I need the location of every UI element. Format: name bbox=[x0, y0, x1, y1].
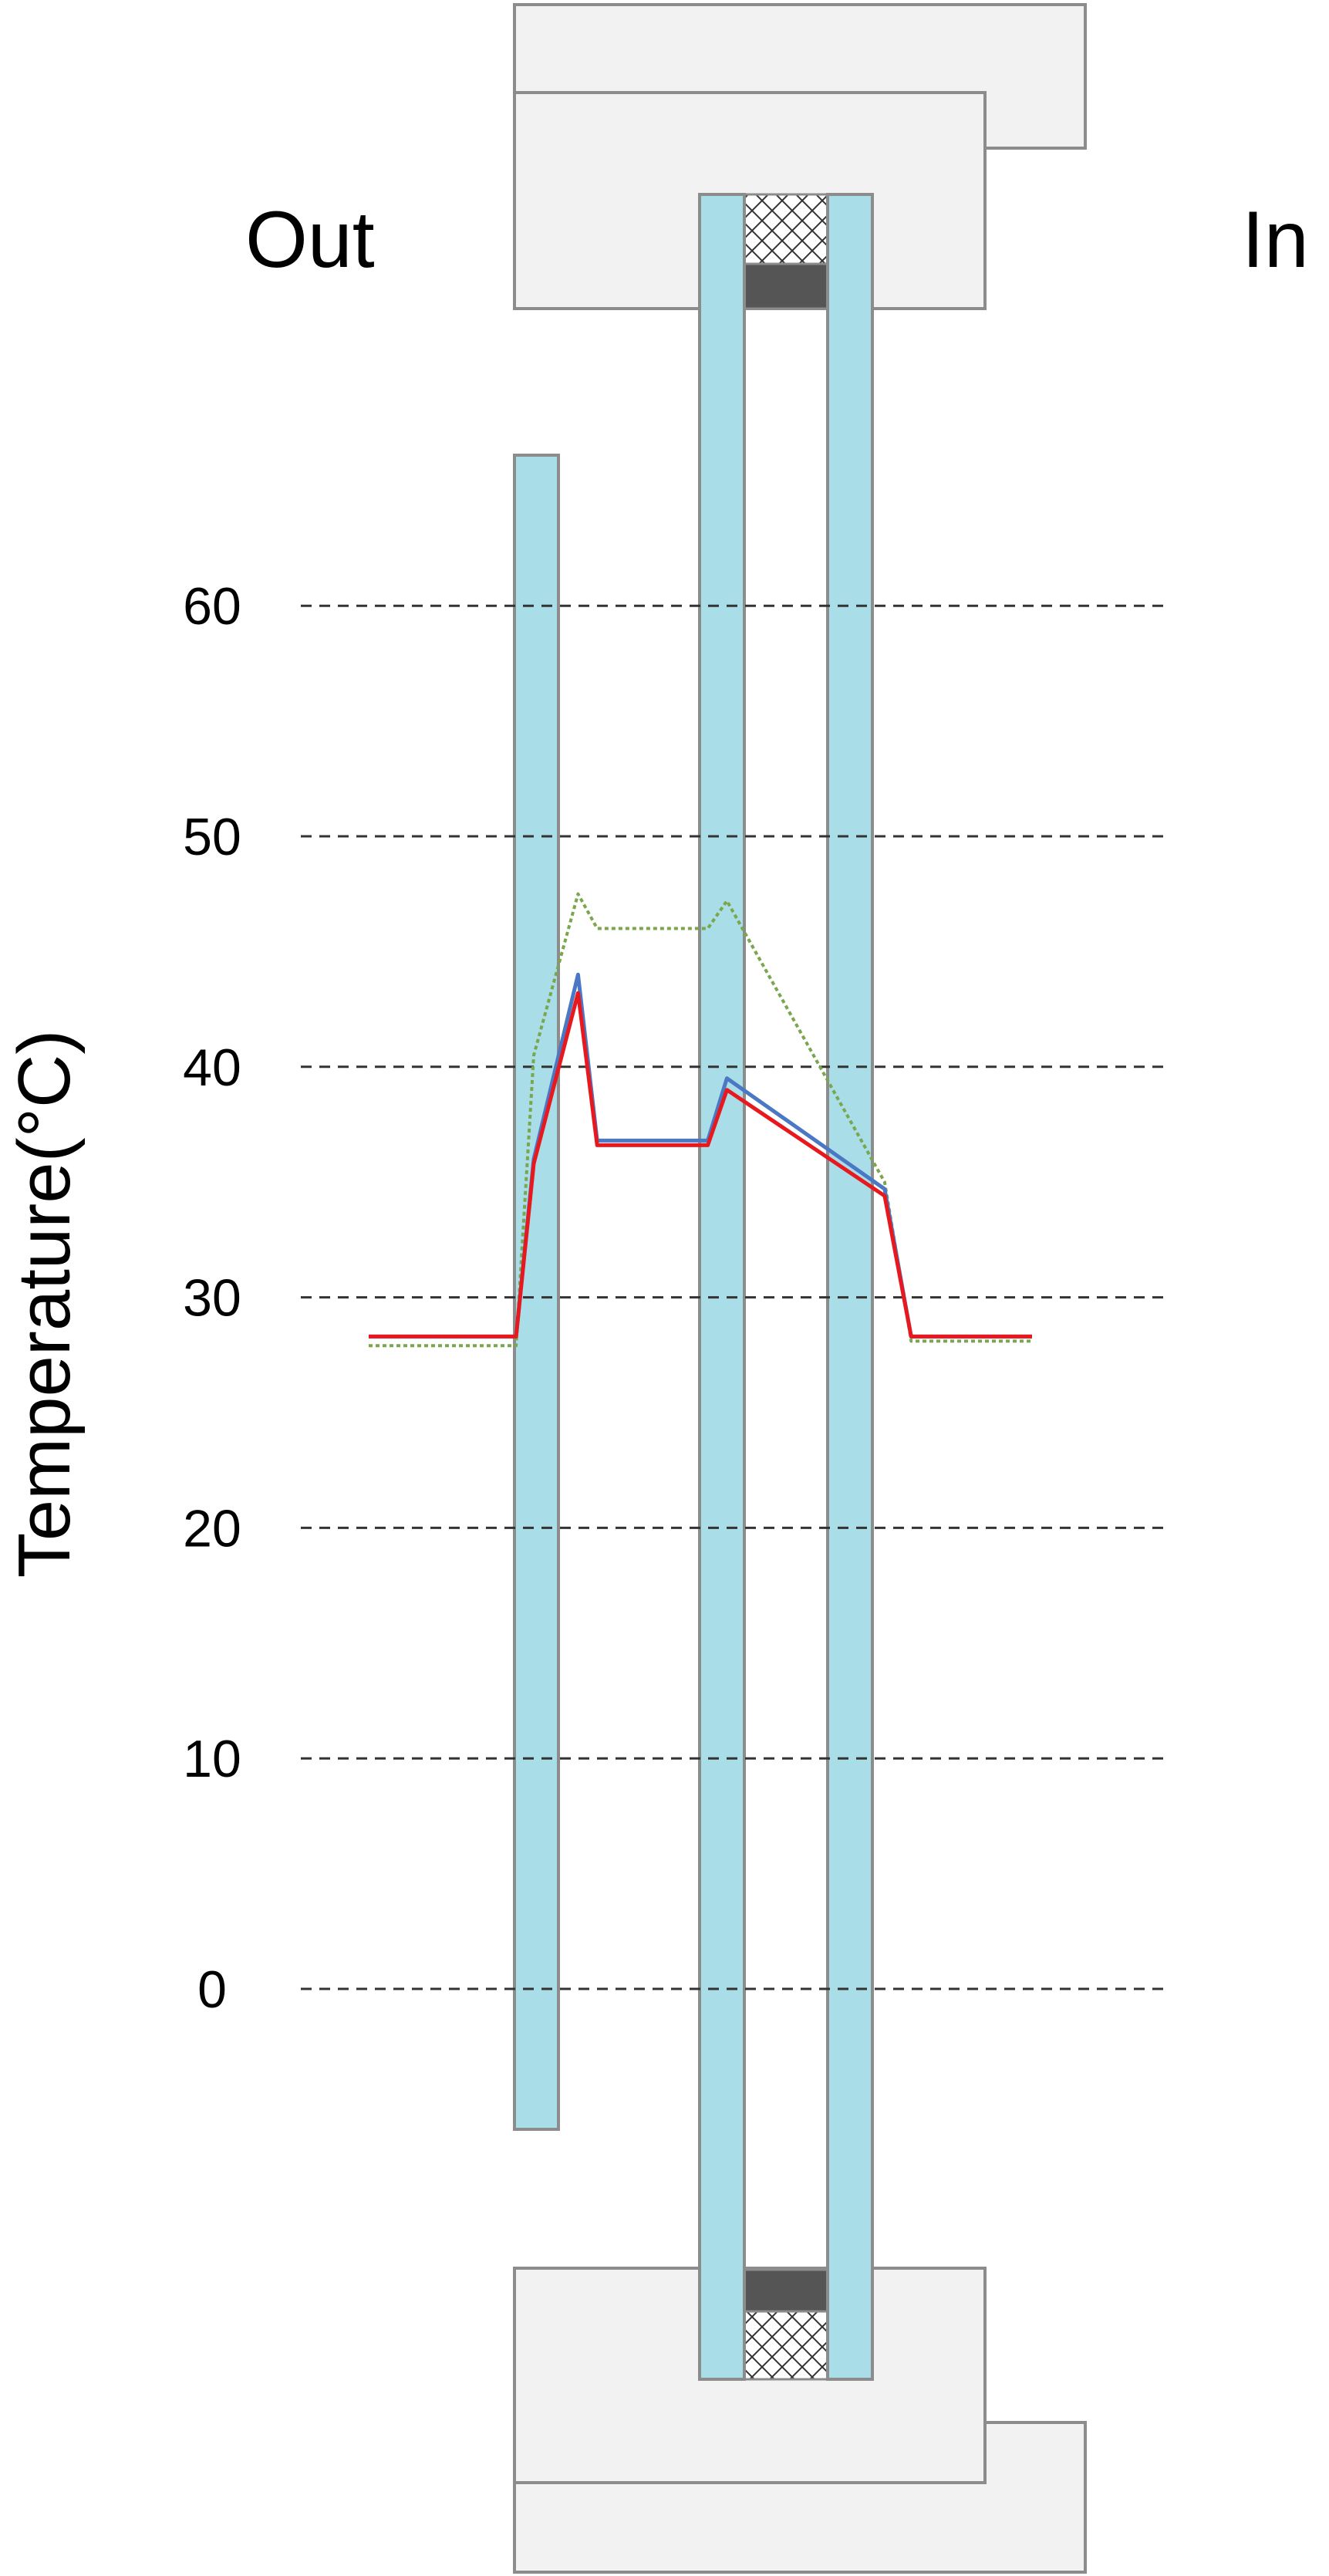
inside-label: In bbox=[1242, 195, 1309, 285]
y-tick-labels: 0 10 20 30 40 50 60 bbox=[183, 577, 241, 2019]
y-tick-label-10: 10 bbox=[183, 1730, 241, 1788]
spacers bbox=[743, 193, 829, 2381]
y-tick-label-20: 20 bbox=[183, 1499, 241, 1558]
y-tick-label-60: 60 bbox=[183, 577, 241, 636]
outside-label: Out bbox=[245, 195, 375, 285]
y-axis-label: Temperature(°C) bbox=[3, 1030, 86, 1578]
y-tick-label-40: 40 bbox=[183, 1038, 241, 1097]
bottom-spacer-hatch bbox=[743, 2310, 829, 2381]
grid-lines bbox=[301, 604, 1165, 1990]
inner-glass-pane bbox=[826, 193, 874, 2381]
series-line-3 bbox=[369, 991, 1032, 1339]
series-lines bbox=[369, 892, 1032, 1348]
bottom-spacer-solid bbox=[743, 2268, 829, 2313]
top-spacer-hatch bbox=[743, 193, 829, 265]
y-tick-label-50: 50 bbox=[183, 808, 241, 866]
series-line-1 bbox=[369, 892, 1032, 1348]
middle-glass-pane bbox=[698, 193, 746, 2381]
top-spacer-solid bbox=[743, 262, 829, 310]
y-tick-label-30: 30 bbox=[183, 1269, 241, 1328]
glass-panes bbox=[513, 193, 874, 2381]
y-tick-label-0: 0 bbox=[197, 1960, 227, 2019]
frame-bottom bbox=[513, 2267, 1087, 2574]
